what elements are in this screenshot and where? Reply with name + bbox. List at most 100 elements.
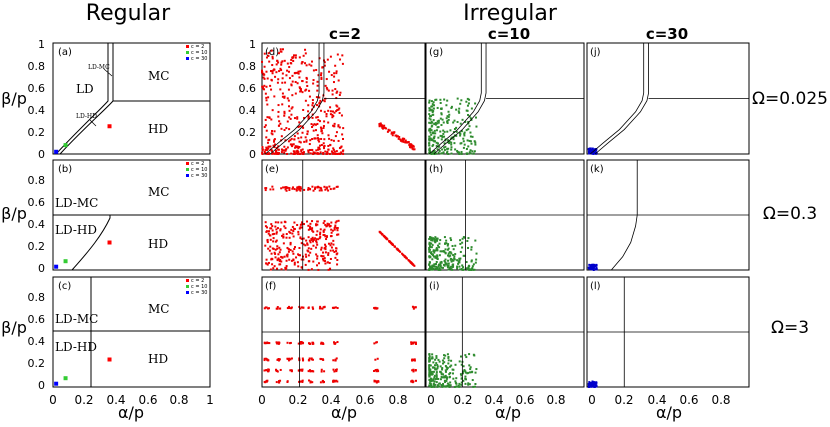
data-point bbox=[374, 368, 377, 371]
data-point bbox=[63, 376, 68, 381]
data-point bbox=[301, 152, 304, 155]
data-point bbox=[595, 152, 598, 155]
data-point bbox=[459, 239, 462, 242]
data-point bbox=[436, 120, 439, 123]
data-point bbox=[274, 240, 277, 243]
data-point bbox=[471, 265, 474, 268]
data-point bbox=[339, 91, 342, 94]
data-point bbox=[313, 123, 316, 126]
data-point bbox=[307, 188, 310, 191]
data-point bbox=[428, 121, 431, 124]
data-point bbox=[460, 150, 463, 153]
data-point bbox=[450, 260, 453, 263]
data-point bbox=[333, 152, 336, 155]
data-point bbox=[323, 259, 326, 262]
data-point bbox=[433, 150, 436, 153]
data-point bbox=[302, 243, 305, 246]
data-point bbox=[299, 307, 302, 310]
panel-label: (i) bbox=[429, 281, 440, 292]
data-point bbox=[306, 242, 309, 245]
data-point bbox=[325, 186, 328, 189]
data-point bbox=[319, 381, 322, 384]
data-point bbox=[456, 120, 459, 123]
data-point bbox=[340, 145, 343, 148]
data-point bbox=[280, 69, 283, 72]
data-point bbox=[430, 236, 433, 239]
data-point bbox=[320, 342, 323, 345]
data-point bbox=[380, 124, 383, 127]
ytick-label: 0.2 bbox=[28, 357, 46, 370]
data-point bbox=[458, 152, 461, 155]
data-point bbox=[428, 117, 431, 120]
data-point bbox=[428, 109, 431, 112]
data-point bbox=[262, 72, 265, 75]
data-point bbox=[336, 109, 339, 112]
phase-boundary bbox=[428, 43, 482, 155]
data-point bbox=[404, 255, 407, 258]
data-point bbox=[430, 100, 433, 103]
data-point bbox=[315, 246, 318, 249]
data-point bbox=[330, 221, 333, 224]
data-point bbox=[287, 140, 290, 143]
data-point bbox=[332, 115, 335, 118]
data-point bbox=[263, 77, 266, 80]
data-point bbox=[307, 224, 310, 227]
data-point bbox=[270, 118, 273, 121]
data-point bbox=[272, 152, 275, 155]
data-point bbox=[406, 141, 409, 144]
data-point bbox=[311, 102, 314, 105]
data-point bbox=[322, 152, 325, 155]
data-point bbox=[289, 143, 292, 146]
data-point bbox=[592, 148, 595, 151]
data-point bbox=[440, 261, 443, 264]
data-point bbox=[280, 127, 283, 130]
data-point bbox=[334, 256, 337, 259]
data-point bbox=[309, 149, 312, 152]
data-point bbox=[341, 149, 344, 152]
data-point bbox=[440, 112, 443, 115]
data-point bbox=[261, 151, 264, 154]
data-point bbox=[337, 219, 340, 222]
data-point bbox=[305, 76, 308, 79]
ytick-label: 0.4 bbox=[239, 104, 257, 117]
data-point bbox=[439, 268, 442, 271]
data-point bbox=[322, 145, 325, 148]
data-point bbox=[434, 121, 437, 124]
data-point bbox=[433, 265, 436, 268]
data-point bbox=[405, 257, 408, 260]
data-point bbox=[459, 122, 462, 125]
panel-a: (a) LD MC HD LD-MC LD-HD c = 2 c = 10 c … bbox=[52, 42, 211, 155]
data-point bbox=[461, 246, 464, 249]
data-point bbox=[452, 248, 455, 251]
data-point bbox=[263, 52, 266, 55]
data-point bbox=[312, 79, 315, 82]
data-point bbox=[278, 358, 281, 361]
data-point bbox=[311, 381, 314, 384]
data-point bbox=[592, 385, 595, 388]
data-point bbox=[295, 256, 298, 259]
data-point bbox=[446, 150, 449, 153]
data-point bbox=[290, 152, 293, 155]
annotation-arrow bbox=[89, 119, 97, 127]
data-point bbox=[445, 377, 448, 380]
data-point bbox=[287, 99, 290, 102]
data-point bbox=[279, 248, 282, 251]
data-point bbox=[428, 245, 431, 248]
data-point bbox=[452, 265, 455, 268]
data-point bbox=[263, 380, 266, 383]
data-point bbox=[316, 230, 319, 233]
data-point bbox=[432, 237, 435, 240]
data-point bbox=[431, 370, 434, 373]
data-point bbox=[440, 124, 443, 127]
data-point bbox=[444, 354, 447, 357]
data-point bbox=[319, 358, 322, 361]
data-point bbox=[305, 239, 308, 242]
data-point bbox=[461, 118, 464, 121]
data-point bbox=[311, 185, 314, 188]
data-point bbox=[320, 368, 323, 371]
data-point bbox=[293, 152, 296, 155]
data-point bbox=[463, 143, 466, 146]
data-point bbox=[323, 185, 326, 188]
data-point bbox=[454, 148, 457, 151]
data-point bbox=[272, 144, 275, 147]
